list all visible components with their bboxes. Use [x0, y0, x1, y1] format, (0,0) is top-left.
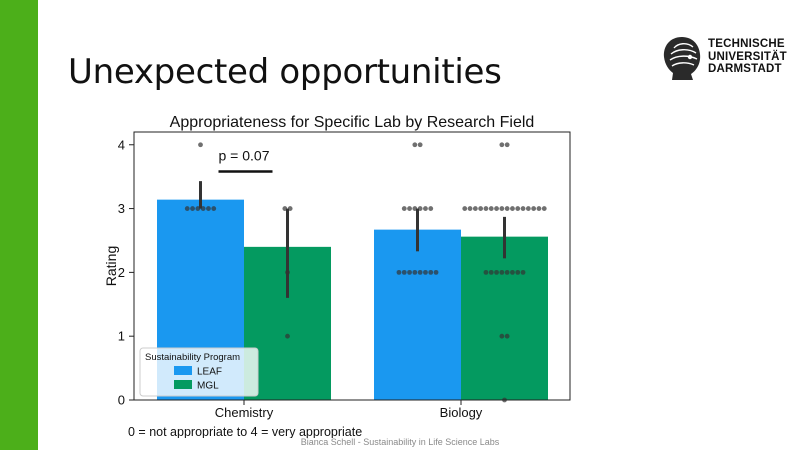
- slide-accent-bar: [0, 0, 38, 450]
- legend-title: Sustainability Program: [145, 352, 240, 363]
- legend-swatch-leaf: [174, 366, 192, 375]
- data-point: [504, 333, 510, 339]
- data-point: [206, 206, 211, 211]
- data-point: [536, 206, 542, 211]
- data-point: [504, 142, 510, 148]
- data-point: [525, 206, 531, 211]
- chart-caption: 0 = not appropriate to 4 = very appropri…: [128, 425, 362, 438]
- y-axis-label: Rating: [103, 246, 119, 286]
- data-point: [198, 142, 203, 148]
- logo-line-2: UNIVERSITÄT: [708, 50, 787, 63]
- bar-chart: Appropriateness for Specific Lab by Rese…: [103, 114, 571, 438]
- data-point: [478, 206, 484, 211]
- y-tick-label: 3: [118, 201, 125, 216]
- data-point: [417, 142, 423, 148]
- data-point: [407, 206, 412, 211]
- data-point: [510, 269, 515, 275]
- x-tick-label: Chemistry: [215, 405, 274, 420]
- bar-leaf-biology: [374, 229, 461, 400]
- data-point: [412, 269, 418, 275]
- data-point: [499, 269, 505, 275]
- data-point: [428, 269, 434, 275]
- data-point: [407, 269, 412, 275]
- y-tick-label: 0: [118, 393, 125, 408]
- bar-mgl-biology: [461, 236, 548, 400]
- x-tick-label: Biology: [440, 405, 483, 420]
- data-point: [499, 142, 505, 148]
- data-point: [488, 206, 494, 211]
- data-point: [483, 206, 489, 211]
- logo-line-1: TECHNISCHE: [708, 38, 785, 50]
- logo-wordmark: TECHNISCHE UNIVERSITÄT DARMSTADT: [708, 38, 787, 76]
- legend-box: [139, 347, 259, 397]
- data-point: [190, 206, 195, 211]
- data-point: [423, 206, 428, 211]
- legend-swatch-mgl: [174, 380, 192, 389]
- legend-label-leaf: LEAF: [197, 367, 222, 378]
- data-point: [417, 269, 423, 275]
- data-point: [483, 269, 489, 275]
- data-point: [494, 269, 499, 275]
- plot-frame: [133, 131, 571, 401]
- y-tick-label: 2: [118, 265, 125, 280]
- data-point: [499, 333, 505, 339]
- data-point: [520, 206, 526, 211]
- logo-line-3: DARMSTADT: [708, 63, 782, 75]
- data-point: [401, 269, 407, 275]
- data-point: [499, 206, 505, 211]
- data-point: [401, 206, 407, 211]
- data-point: [510, 206, 515, 211]
- y-tick-label: 4: [118, 137, 125, 152]
- chart-title: Appropriateness for Specific Lab by Rese…: [170, 114, 535, 131]
- data-point: [462, 206, 468, 211]
- tu-darmstadt-logo: TECHNISCHE UNIVERSITÄT DARMSTADT: [660, 34, 790, 82]
- data-point: [396, 269, 402, 275]
- slide-footer: Bianca Schell - Sustainability in Life S…: [300, 437, 500, 447]
- data-point: [520, 269, 526, 275]
- data-point: [504, 206, 510, 211]
- data-point: [494, 206, 499, 211]
- slide-title: Unexpected opportunities: [68, 52, 502, 92]
- data-point: [541, 206, 547, 211]
- data-point: [472, 206, 478, 211]
- data-point: [428, 206, 434, 211]
- data-point: [488, 269, 494, 275]
- legend-label-mgl: MGL: [197, 381, 219, 392]
- data-point: [423, 269, 428, 275]
- data-point: [467, 206, 473, 211]
- data-point: [433, 269, 439, 275]
- data-point: [412, 142, 418, 148]
- data-point: [504, 269, 510, 275]
- data-point: [285, 333, 290, 339]
- data-point: [211, 206, 217, 211]
- data-point: [531, 206, 537, 211]
- p-value-annotation: p = 0.07: [219, 148, 270, 164]
- data-point: [515, 206, 521, 211]
- y-tick-label: 1: [118, 329, 125, 344]
- data-point: [515, 269, 521, 275]
- data-point: [184, 206, 190, 211]
- athena-head-icon: [663, 37, 701, 80]
